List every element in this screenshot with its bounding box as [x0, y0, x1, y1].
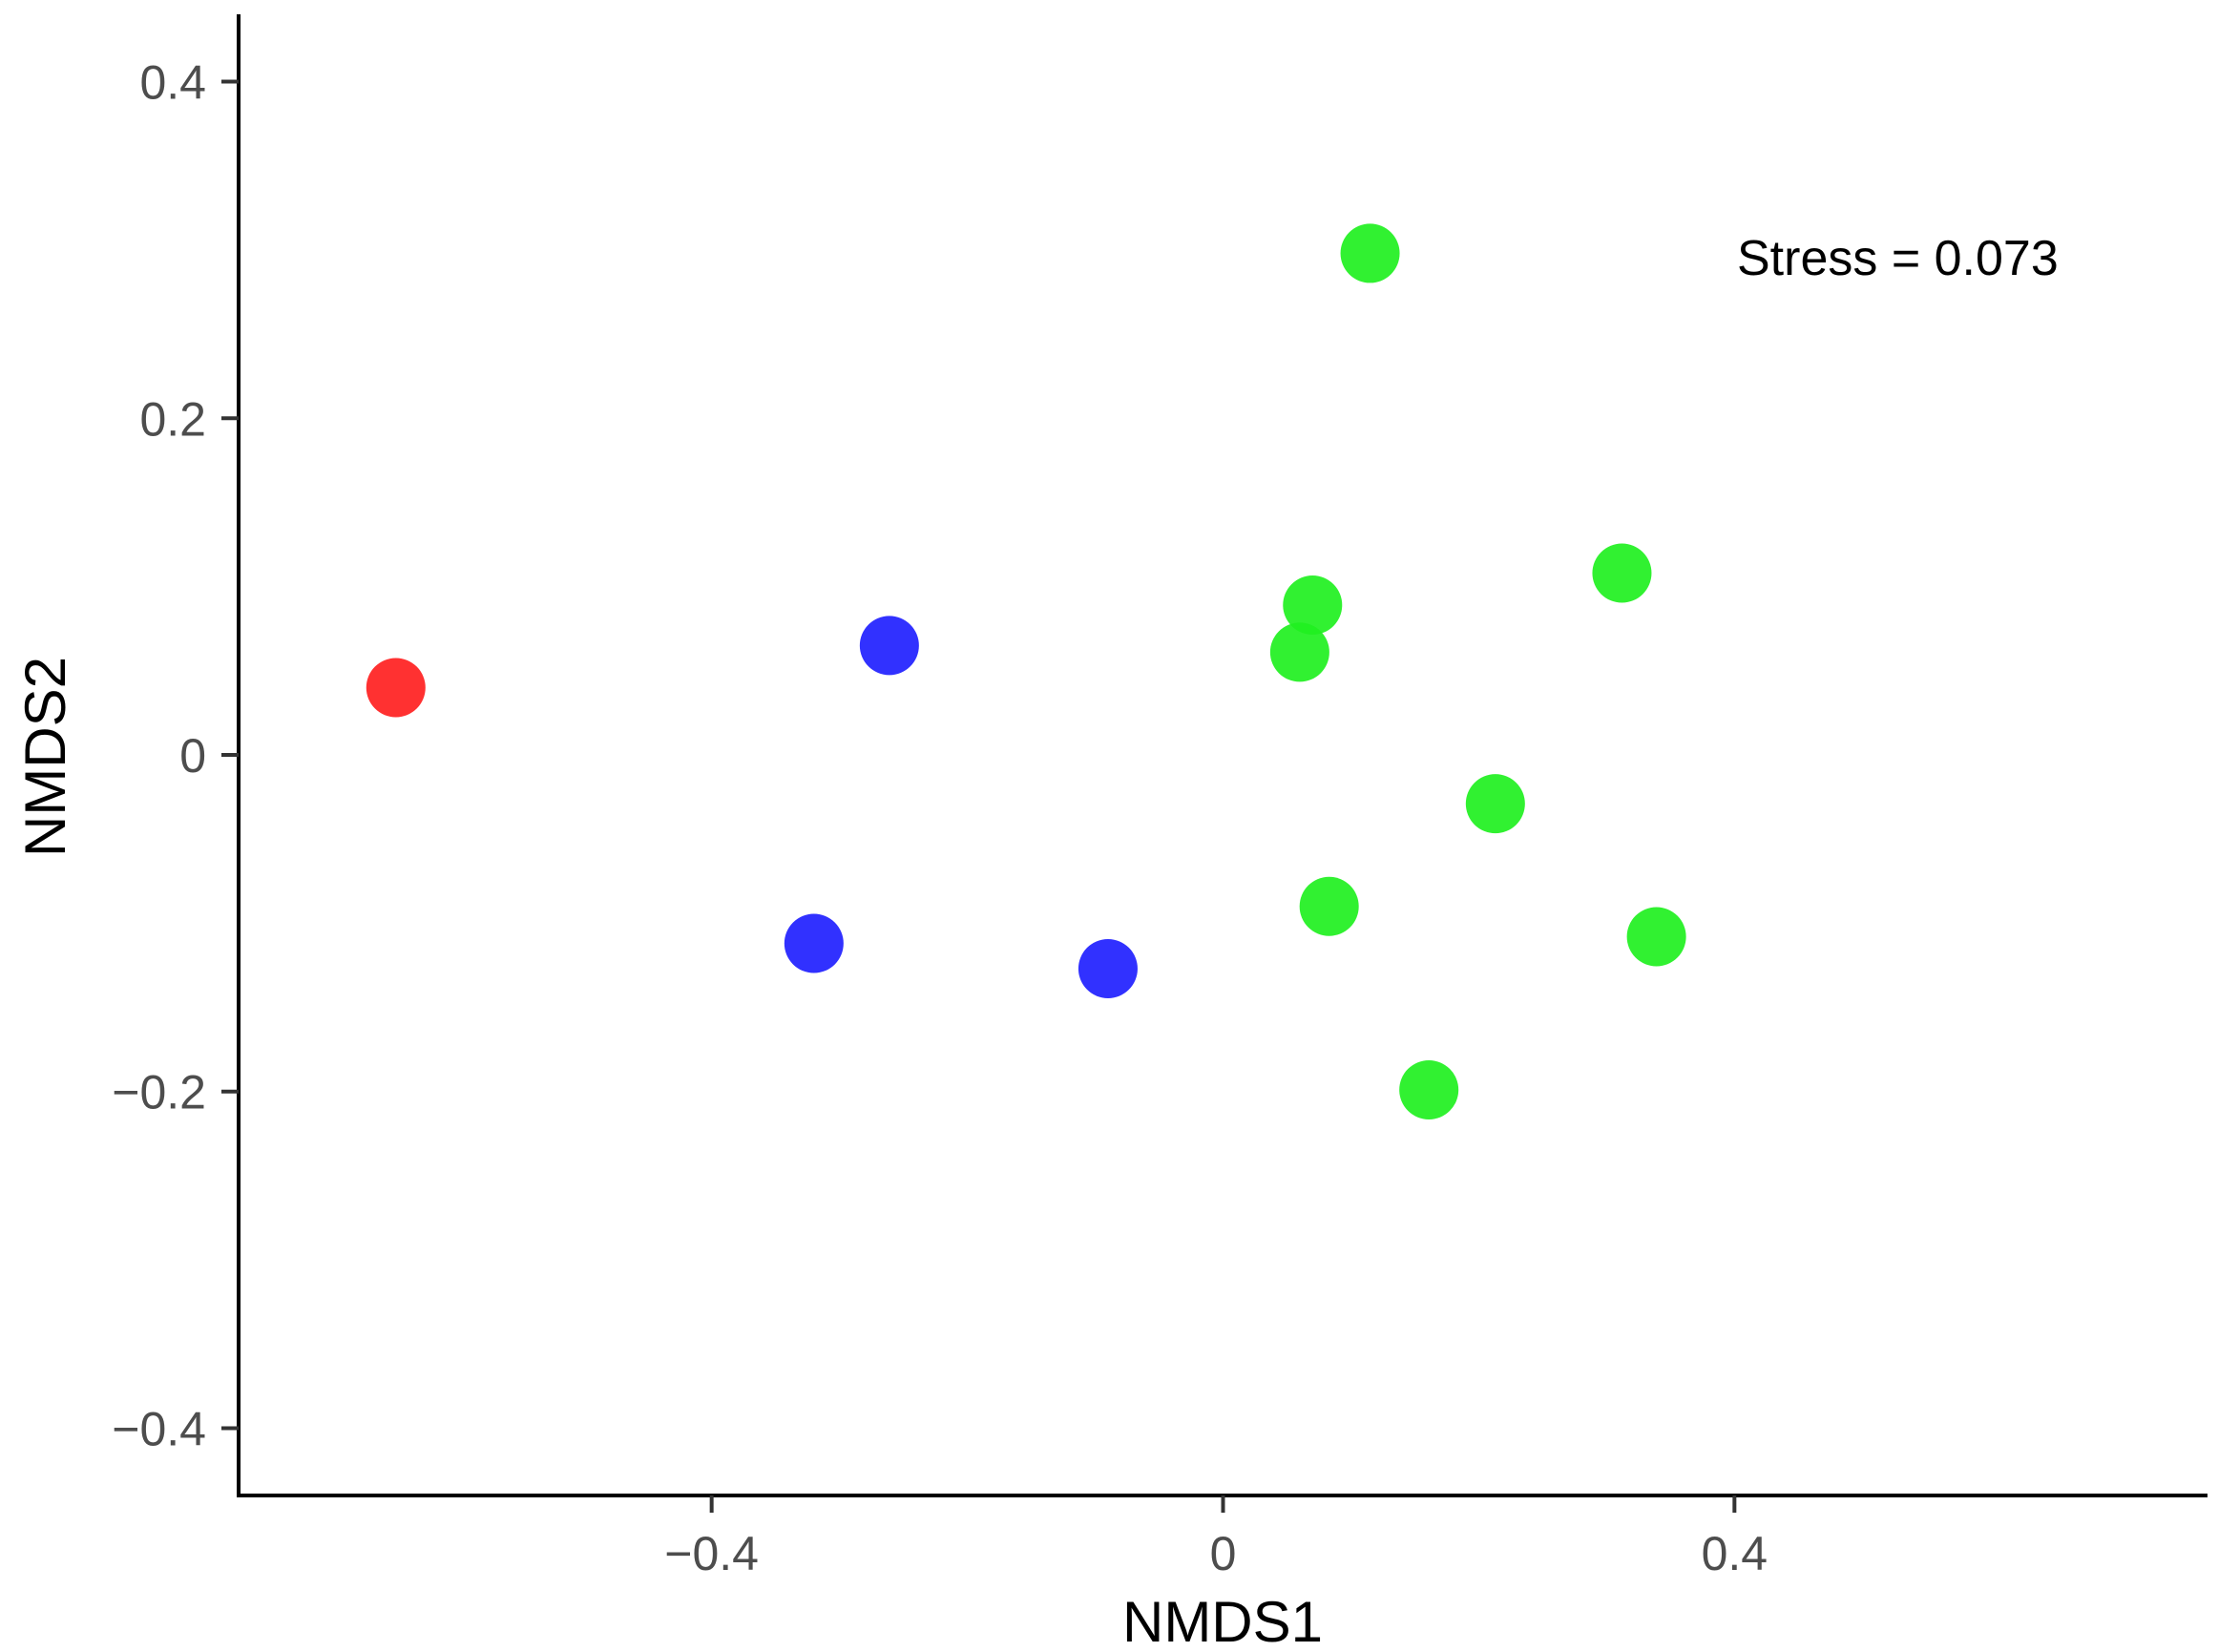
data-point-series-2-0: [1340, 223, 1400, 283]
x-axis-ticks: −0.4 0 0.4: [664, 1495, 1768, 1580]
x-axis-title: NMDS1: [1122, 1590, 1323, 1652]
y-tick-label: 0.2: [139, 392, 206, 446]
points-layer: [366, 223, 1686, 1119]
x-tick-label: 0.4: [1702, 1527, 1768, 1580]
data-point-series-1-0: [859, 616, 919, 676]
data-point-series-2-7: [1399, 1059, 1459, 1119]
data-point-series-2-3: [1269, 622, 1329, 682]
data-point-series-1-1: [784, 913, 844, 973]
y-tick-label: −0.2: [112, 1066, 206, 1119]
data-point-series-2-6: [1626, 907, 1686, 967]
y-axis-title: NMDS2: [13, 657, 77, 857]
y-axis-ticks: −0.4 −0.2 0 0.2 0.4: [112, 56, 239, 1455]
x-tick-label: 0: [1210, 1527, 1237, 1580]
data-point-series-2-2: [1283, 575, 1343, 636]
data-point-series-0-0: [366, 658, 426, 718]
x-tick-label: −0.4: [664, 1527, 759, 1580]
stress-annotation: Stress = 0.073: [1737, 231, 2059, 286]
y-tick-label: 0.4: [139, 56, 206, 110]
y-tick-label: 0: [179, 729, 206, 783]
data-point-series-2-1: [1592, 543, 1652, 603]
data-point-series-2-4: [1465, 774, 1525, 834]
y-tick-label: −0.4: [112, 1402, 206, 1455]
data-point-series-1-2: [1078, 938, 1138, 998]
data-point-series-2-5: [1299, 876, 1359, 936]
